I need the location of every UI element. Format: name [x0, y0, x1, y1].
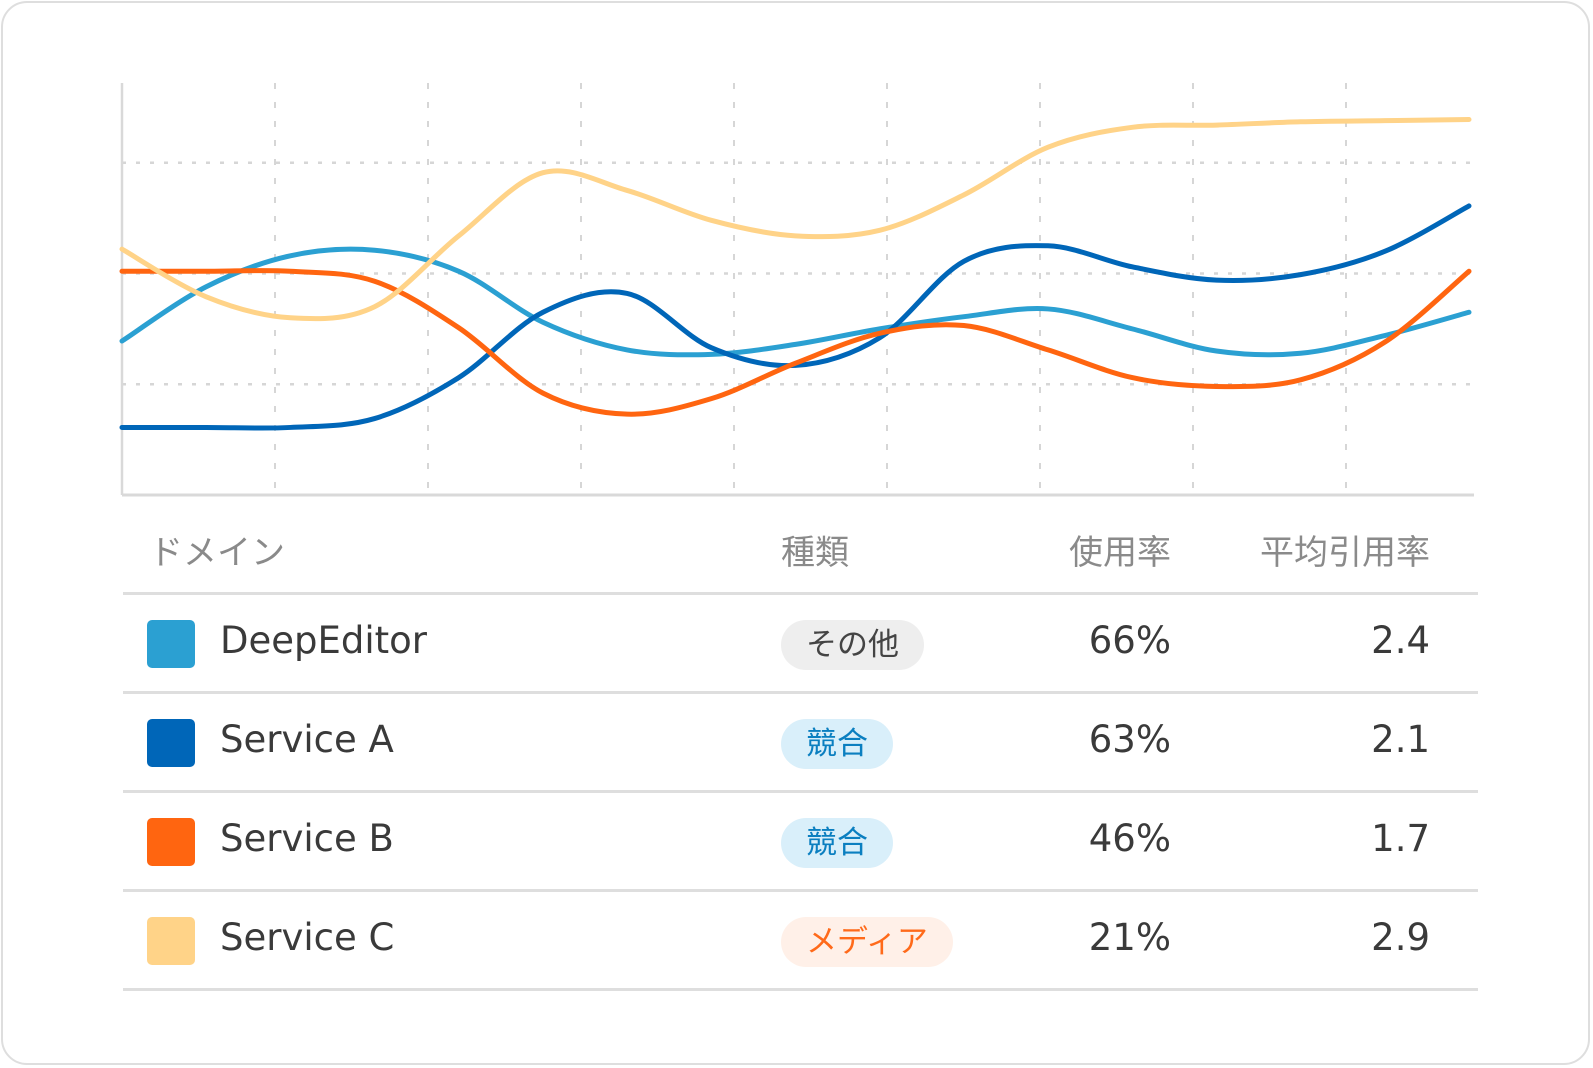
table-header: ドメイン 種類 使用率 平均引用率 [123, 503, 1478, 595]
series-color-swatch [147, 818, 195, 866]
type-badge: 競合 [781, 818, 893, 868]
series-line-service-b [119, 268, 1472, 417]
domain-name: Service B [220, 817, 394, 860]
usage-rate: 63% [1088, 718, 1171, 761]
header-citation: 平均引用率 [1260, 533, 1430, 573]
type-badge: 競合 [781, 719, 893, 769]
type-badge: その他 [781, 620, 924, 670]
series-line-service-c [119, 117, 1472, 322]
header-type: 種類 [781, 533, 849, 573]
table-row: Service B 競合 46% 1.7 [123, 793, 1478, 892]
series-color-swatch [147, 719, 195, 767]
series-color-swatch [147, 917, 195, 965]
usage-rate: 66% [1088, 619, 1171, 662]
line-chart [119, 83, 1474, 497]
series-color-swatch [147, 620, 195, 668]
type-badge: メディア [781, 917, 953, 967]
legend-table: ドメイン 種類 使用率 平均引用率 DeepEditor その他 66% 2.4 Ser… [123, 503, 1478, 991]
table-row: DeepEditor その他 66% 2.4 [123, 595, 1478, 694]
usage-rate: 46% [1088, 817, 1171, 860]
citation-rate: 2.4 [1371, 619, 1430, 662]
citation-rate: 1.7 [1371, 817, 1430, 860]
citation-rate: 2.9 [1371, 916, 1430, 959]
table-row: Service A 競合 63% 2.1 [123, 694, 1478, 793]
domain-name: Service A [220, 718, 394, 761]
usage-rate: 21% [1088, 916, 1171, 959]
table-row: Service C メディア 21% 2.9 [123, 892, 1478, 991]
citation-rate: 2.1 [1371, 718, 1430, 761]
header-domain: ドメイン [149, 533, 285, 573]
series-line-deepeditor [119, 246, 1472, 358]
domain-name: Service C [220, 916, 395, 959]
domain-name: DeepEditor [220, 619, 428, 662]
header-usage: 使用率 [1069, 533, 1171, 573]
